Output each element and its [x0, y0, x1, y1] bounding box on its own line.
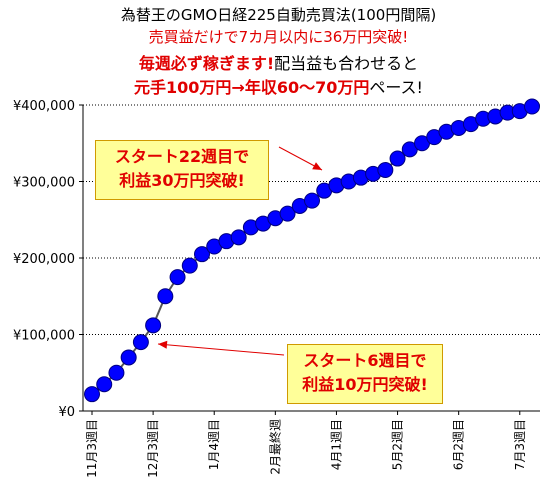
- data-point-9: [194, 246, 210, 263]
- callout-week-6-line-1: スタート6週目で: [303, 351, 427, 370]
- title-line-4: 元手100万円→年収60〜70万円ペース!: [0, 74, 557, 98]
- x-tick-label-7: 7月3週目: [513, 419, 527, 470]
- x-tick-label-1: 12月3週目: [146, 419, 160, 478]
- arrow-week-22-head: [312, 162, 322, 170]
- callout-week-6: スタート6週目で 利益10万円突破!: [287, 344, 443, 404]
- y-tick-label-3: ¥300,000: [13, 176, 75, 191]
- x-tick-label-3: 2月最終週: [267, 419, 282, 475]
- data-point-4: [132, 334, 149, 351]
- data-point-16: [279, 205, 296, 222]
- data-point-6: [157, 288, 174, 305]
- arrow-week-6-head: [158, 340, 168, 349]
- data-point-1: [96, 376, 113, 393]
- axes: [82, 105, 540, 412]
- title-line-3: 毎週必ず稼ぎます!配当益も合わせると: [0, 50, 557, 74]
- title-line-3-highlight: 毎週必ず稼ぎます!: [138, 54, 275, 73]
- data-point-5: [145, 317, 162, 334]
- title-line-4-rest: ペース!: [369, 78, 423, 97]
- x-tick-label-5: 5月2週目: [391, 419, 405, 470]
- y-axis-ticks: ¥0 ¥100,000 ¥200,000 ¥300,000 ¥400,000: [13, 99, 83, 420]
- y-tick-label-4: ¥400,000: [13, 99, 75, 114]
- series: [84, 98, 540, 403]
- data-point-24: [377, 162, 394, 179]
- y-tick-label-1: ¥100,000: [13, 329, 75, 344]
- title-line-1: 為替王のGMO日経225自動売買法(100円間隔): [120, 6, 437, 24]
- data-point-36: [524, 98, 540, 115]
- arrow-week-6-line: [157, 343, 285, 356]
- y-tick-label-0: ¥0: [58, 405, 75, 420]
- data-point-7: [169, 269, 186, 286]
- data-point-18: [304, 192, 320, 209]
- x-axis-ticks: 11月3週目 12月3週目 1月4週目 2月最終週 4月1週目 5月2週目 6月2週目 7月3…: [85, 411, 527, 478]
- data-point-8: [181, 257, 198, 274]
- x-tick-label-6: 6月2週目: [452, 419, 466, 470]
- gridlines: [83, 104, 540, 335]
- data-point-3: [120, 349, 137, 366]
- title-line-2: 売買益だけで7カ月以内に36万円突破!: [148, 28, 409, 46]
- data-point-25: [389, 150, 406, 167]
- data-point-2: [108, 364, 125, 381]
- callout-week-22: スタート22週目で 利益30万円突破!: [95, 140, 269, 200]
- data-point-12: [230, 229, 247, 246]
- data-point-0: [84, 386, 100, 403]
- callout-week-22-line-2: 利益30万円突破!: [119, 171, 245, 190]
- title-line-3-rest: 配当益も合わせると: [274, 54, 419, 73]
- y-tick-label-2: ¥200,000: [13, 252, 75, 267]
- callout-arrows: [157, 146, 323, 356]
- callout-week-6-line-2: 利益10万円突破!: [302, 375, 428, 394]
- callout-week-22-line-1: スタート22週目で: [114, 147, 250, 166]
- x-tick-label-2: 1月4週目: [207, 419, 221, 470]
- title-line-4-highlight: 元手100万円→年収60〜70万円: [134, 78, 370, 97]
- x-tick-label-4: 4月1週目: [329, 419, 343, 470]
- x-tick-label-0: 11月3週目: [85, 419, 99, 478]
